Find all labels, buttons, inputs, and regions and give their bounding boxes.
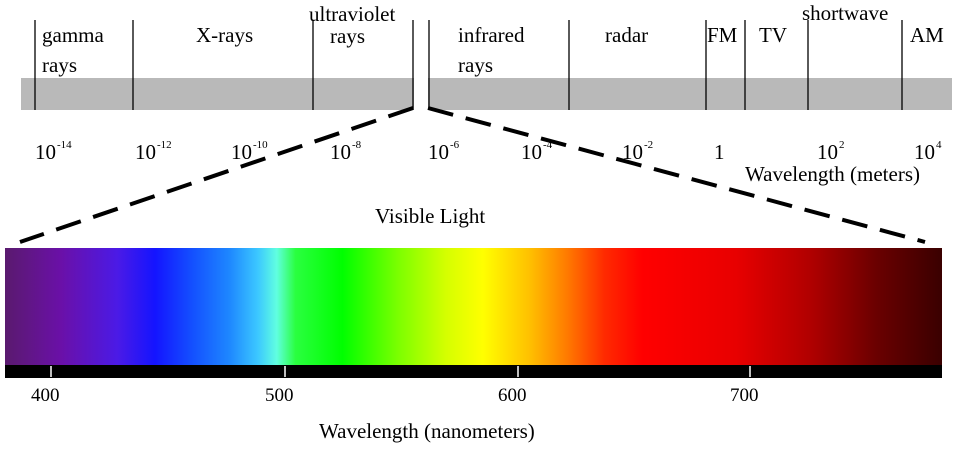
nm-label-500: 500	[265, 385, 294, 406]
band-label-radar: radar	[605, 23, 649, 47]
wavelength-tick-6: 10-2	[622, 139, 654, 164]
nanometer-tick-marks	[50, 366, 751, 377]
band-infrared-line2: rays	[458, 53, 493, 77]
band-gamma-line1: gamma	[42, 23, 104, 47]
band-label-ultraviolet: ultraviolet rays	[309, 3, 395, 47]
nanometer-axis-label: Wavelength (nanometers)	[319, 419, 535, 443]
visible-light-spectrum-bar	[5, 248, 942, 365]
wavelength-tick-8: 102	[817, 139, 845, 164]
nm-label-600: 600	[498, 385, 527, 406]
band-label-infrared: infrared rays	[458, 24, 524, 76]
band-ultraviolet-line2: rays	[330, 24, 365, 48]
wavelength-tick-3: 10-8	[330, 139, 362, 164]
band-infrared-line1: infrared	[458, 23, 525, 47]
visible-light-title: Visible Light	[375, 204, 486, 228]
nanometer-scale-bar	[5, 365, 942, 378]
wavelength-tick-2: 10-10	[231, 139, 268, 164]
band-label-tv: TV	[759, 23, 787, 47]
wavelength-tick-9: 104	[914, 139, 942, 164]
wavelength-tick-0: 10-14	[35, 139, 72, 164]
band-label-shortwave: shortwave	[802, 1, 889, 25]
band-ultraviolet-line1: ultraviolet	[309, 2, 396, 26]
zoom-dashed-line-left	[19, 106, 414, 244]
band-label-gamma: gamma rays	[42, 24, 104, 76]
wavelength-tick-4: 10-6	[428, 139, 460, 164]
band-dividers	[34, 20, 903, 110]
nm-label-400: 400	[31, 385, 60, 406]
wavelength-tick-7: 1	[714, 140, 725, 164]
wavelength-tick-5: 10-4	[521, 139, 553, 164]
wavelength-meters-label: Wavelength (meters)	[745, 162, 920, 186]
zoom-dashed-line-right	[427, 106, 926, 244]
nm-label-700: 700	[730, 385, 759, 406]
band-gamma-line2: rays	[42, 53, 77, 77]
band-label-xrays: X-rays	[196, 23, 254, 47]
band-label-am: AM	[910, 23, 944, 47]
band-label-fm: FM	[707, 23, 738, 47]
spectrum-band-right	[428, 78, 952, 110]
spectrum-band-left	[21, 78, 414, 110]
wavelength-tick-1: 10-12	[135, 139, 172, 164]
